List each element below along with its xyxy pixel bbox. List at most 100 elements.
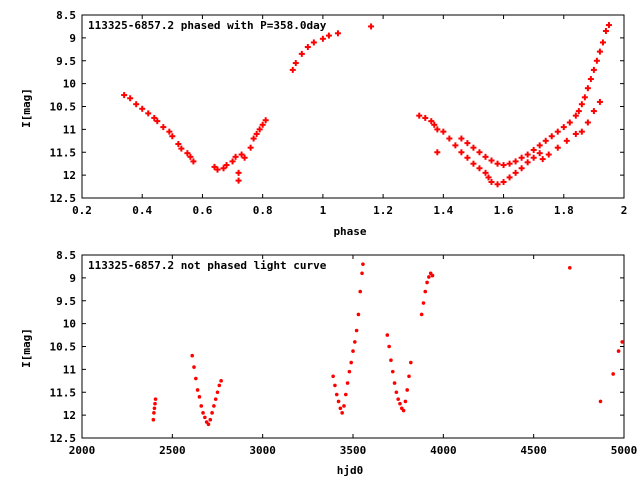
top-data-point	[187, 153, 194, 160]
top-y-axis-label: I[mag]	[20, 88, 33, 128]
top-data-point	[554, 144, 561, 151]
bottom-data-point	[425, 280, 429, 285]
bottom-x-tick-label: 2500	[159, 444, 186, 457]
top-data-point	[488, 157, 495, 164]
bottom-data-point	[349, 360, 353, 365]
bottom-data-point	[195, 388, 200, 392]
top-data-point	[476, 149, 483, 156]
top-data-point	[605, 22, 612, 29]
top-data-point	[259, 121, 266, 128]
bottom-y-tick-label: 12	[63, 409, 76, 422]
bottom-data-point	[152, 406, 157, 411]
top-data-point	[431, 121, 438, 128]
bottom-y-tick-label: 10	[63, 318, 76, 331]
top-data-point	[169, 133, 176, 140]
top-data-point	[593, 57, 600, 64]
bottom-data-point	[419, 312, 424, 317]
bottom-data-point	[194, 376, 198, 381]
top-data-point	[235, 169, 242, 176]
bottom-x-tick-label: 2000	[69, 444, 96, 457]
top-data-point	[500, 178, 507, 185]
top-y-tick-label: 12.5	[50, 192, 77, 205]
top-y-tick-label: 10.5	[50, 101, 77, 114]
top-data-point	[190, 158, 197, 165]
top-data-point	[127, 95, 134, 102]
top-data-point	[238, 151, 245, 158]
bottom-data-point	[151, 417, 156, 422]
top-data-point	[223, 162, 230, 169]
top-data-point	[464, 140, 471, 147]
top-data-point	[256, 126, 263, 133]
top-y-tick-label: 11	[63, 123, 77, 136]
top-data-point	[581, 94, 588, 101]
unphased-light-curve-panel: 113325-6857.2 not phased light curve hjd…	[20, 249, 637, 477]
top-data-point	[548, 133, 555, 140]
bottom-axis-ticks: 2000 2500 3000 3500 4000 4500 5000 8.5 9 9.5 10 10.…	[50, 249, 638, 457]
top-data-point	[596, 98, 603, 105]
top-data-point	[530, 146, 537, 153]
bottom-data-point	[358, 289, 363, 294]
top-data-point	[178, 145, 185, 152]
top-x-axis-label: phase	[333, 225, 366, 238]
top-x-tick-label: 0.2	[72, 204, 92, 217]
top-data-point	[232, 153, 239, 160]
top-data-point	[572, 130, 579, 137]
top-data-point	[214, 166, 221, 173]
top-data-point	[575, 108, 582, 115]
bottom-data-point	[396, 397, 400, 401]
top-x-tick-label: 0.8	[253, 204, 273, 217]
top-data-point	[542, 137, 549, 144]
top-data-point	[530, 154, 537, 161]
top-y-tick-label: 10	[63, 78, 76, 91]
top-data-point	[452, 142, 459, 149]
top-axis-ticks: 0.2 0.4 0.6 0.8 1 1.2 1.4 1.6 1.8 2 8.5 9 9.5 10 10.5 1…	[50, 9, 628, 217]
top-data-point	[298, 50, 305, 57]
bottom-y-axis-label: I[mag]	[20, 328, 33, 368]
bottom-y-tick-label: 10.5	[50, 341, 77, 354]
bottom-x-tick-label: 5000	[611, 444, 638, 457]
bottom-data-point	[430, 273, 435, 278]
top-data-point	[160, 124, 167, 131]
bottom-data-point	[153, 397, 158, 401]
bottom-y-tick-label: 9	[69, 272, 76, 285]
top-data-point	[494, 181, 501, 188]
bottom-plot-frame	[81, 254, 625, 439]
top-data-point	[464, 154, 471, 161]
bottom-data-point	[210, 411, 214, 415]
top-data-point	[422, 114, 429, 121]
top-data-point	[566, 119, 573, 126]
top-data-point	[139, 105, 146, 112]
bottom-data-point	[403, 399, 408, 404]
top-data-point	[368, 23, 375, 30]
top-data-point	[518, 165, 525, 172]
bottom-data-point	[351, 349, 355, 353]
bottom-data-point	[611, 372, 615, 376]
top-data-point	[596, 48, 603, 55]
top-data-point	[512, 169, 519, 176]
top-data-point	[545, 151, 552, 158]
top-data-point	[506, 160, 513, 167]
bottom-data-point	[392, 381, 397, 385]
bottom-data-point	[401, 408, 406, 413]
bottom-data-point	[343, 392, 348, 397]
bottom-data-point	[394, 390, 399, 395]
top-data-point	[572, 112, 579, 119]
top-data-point	[325, 32, 332, 39]
bottom-data-point	[192, 365, 196, 369]
top-chart-title: 113325-6857.2 phased with P=358.0day	[88, 19, 327, 32]
bottom-data-point	[333, 383, 337, 388]
top-x-tick-label: 1.6	[494, 204, 514, 217]
bottom-data-point	[338, 406, 343, 411]
top-x-tick-label: 0.6	[193, 204, 213, 217]
top-data-point	[241, 154, 248, 161]
bottom-data-point	[361, 262, 365, 266]
bottom-y-tick-label: 12.5	[50, 432, 77, 445]
top-data-point	[560, 124, 567, 131]
bottom-data-point	[199, 404, 204, 408]
top-data-point	[428, 118, 435, 125]
top-plot-frame	[81, 14, 625, 199]
bottom-data-point	[385, 333, 390, 337]
bottom-data-point	[206, 422, 211, 427]
top-data-point	[485, 174, 492, 181]
bottom-x-tick-label: 3000	[249, 444, 276, 457]
